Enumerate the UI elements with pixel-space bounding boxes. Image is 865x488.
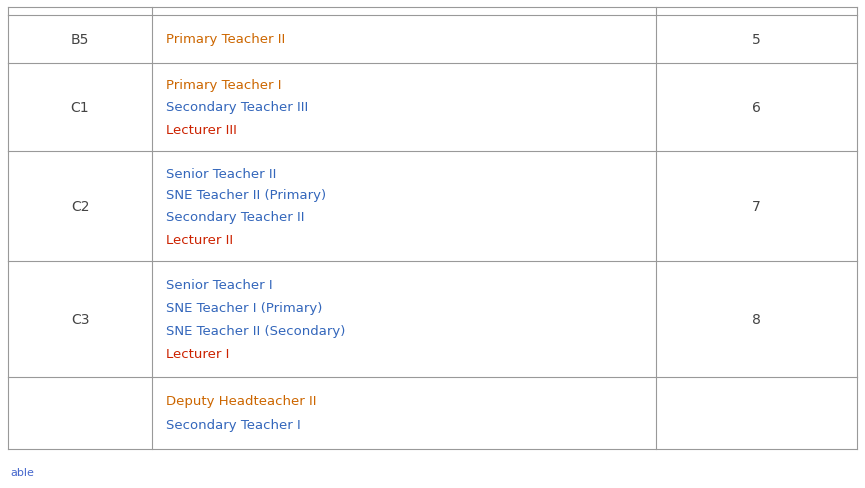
Text: 6: 6 <box>752 101 761 115</box>
Text: Deputy Headteacher II: Deputy Headteacher II <box>166 395 317 407</box>
Text: 7: 7 <box>753 200 761 214</box>
Text: SNE Teacher I (Primary): SNE Teacher I (Primary) <box>166 301 323 314</box>
Text: Lecturer I: Lecturer I <box>166 347 229 361</box>
Text: Senior Teacher I: Senior Teacher I <box>166 278 272 291</box>
Text: Senior Teacher II: Senior Teacher II <box>166 167 277 180</box>
Text: Secondary Teacher I: Secondary Teacher I <box>166 419 301 431</box>
Text: SNE Teacher II (Primary): SNE Teacher II (Primary) <box>166 189 326 202</box>
Text: able: able <box>10 467 34 477</box>
Text: C3: C3 <box>71 312 89 326</box>
Text: 8: 8 <box>752 312 761 326</box>
Text: C2: C2 <box>71 200 89 214</box>
Text: B5: B5 <box>71 33 89 47</box>
Text: C1: C1 <box>71 101 89 115</box>
Text: 5: 5 <box>753 33 761 47</box>
Text: Primary Teacher II: Primary Teacher II <box>166 34 285 46</box>
Text: Lecturer III: Lecturer III <box>166 123 237 136</box>
Text: SNE Teacher II (Secondary): SNE Teacher II (Secondary) <box>166 325 345 337</box>
Text: Secondary Teacher III: Secondary Teacher III <box>166 102 308 114</box>
Text: Primary Teacher I: Primary Teacher I <box>166 80 281 92</box>
Text: Secondary Teacher II: Secondary Teacher II <box>166 211 304 224</box>
Text: Lecturer II: Lecturer II <box>166 233 234 246</box>
